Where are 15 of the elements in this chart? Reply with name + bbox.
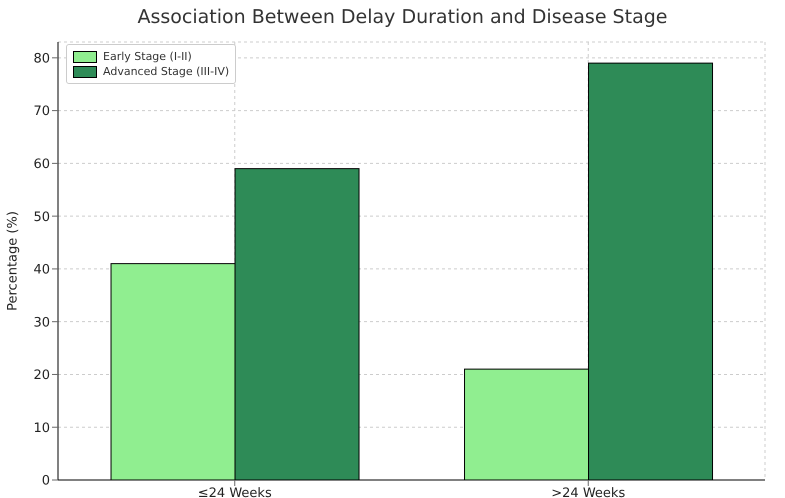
legend-label: Advanced Stage (III-IV) bbox=[103, 65, 230, 78]
chart-title: Association Between Delay Duration and Disease Stage bbox=[136, 6, 668, 28]
y-tick-label: 40 bbox=[33, 262, 50, 278]
y-tick-label: 10 bbox=[33, 420, 50, 436]
x-tick-label: >24 Weeks bbox=[551, 486, 626, 498]
legend-label: Early Stage (I-II) bbox=[103, 50, 192, 63]
y-tick-label: 80 bbox=[33, 51, 50, 66]
y-axis-title: Percentage (%) bbox=[6, 211, 21, 311]
y-tick-label: 60 bbox=[33, 156, 50, 172]
y-tick-label: 50 bbox=[33, 210, 50, 225]
y-tick-label: 30 bbox=[33, 315, 50, 330]
y-tick-label: 20 bbox=[33, 368, 50, 384]
y-tick-label: 70 bbox=[33, 104, 50, 120]
x-tick-label: ≤24 Weeks bbox=[198, 486, 272, 498]
y-tick-label: 0 bbox=[42, 474, 50, 489]
